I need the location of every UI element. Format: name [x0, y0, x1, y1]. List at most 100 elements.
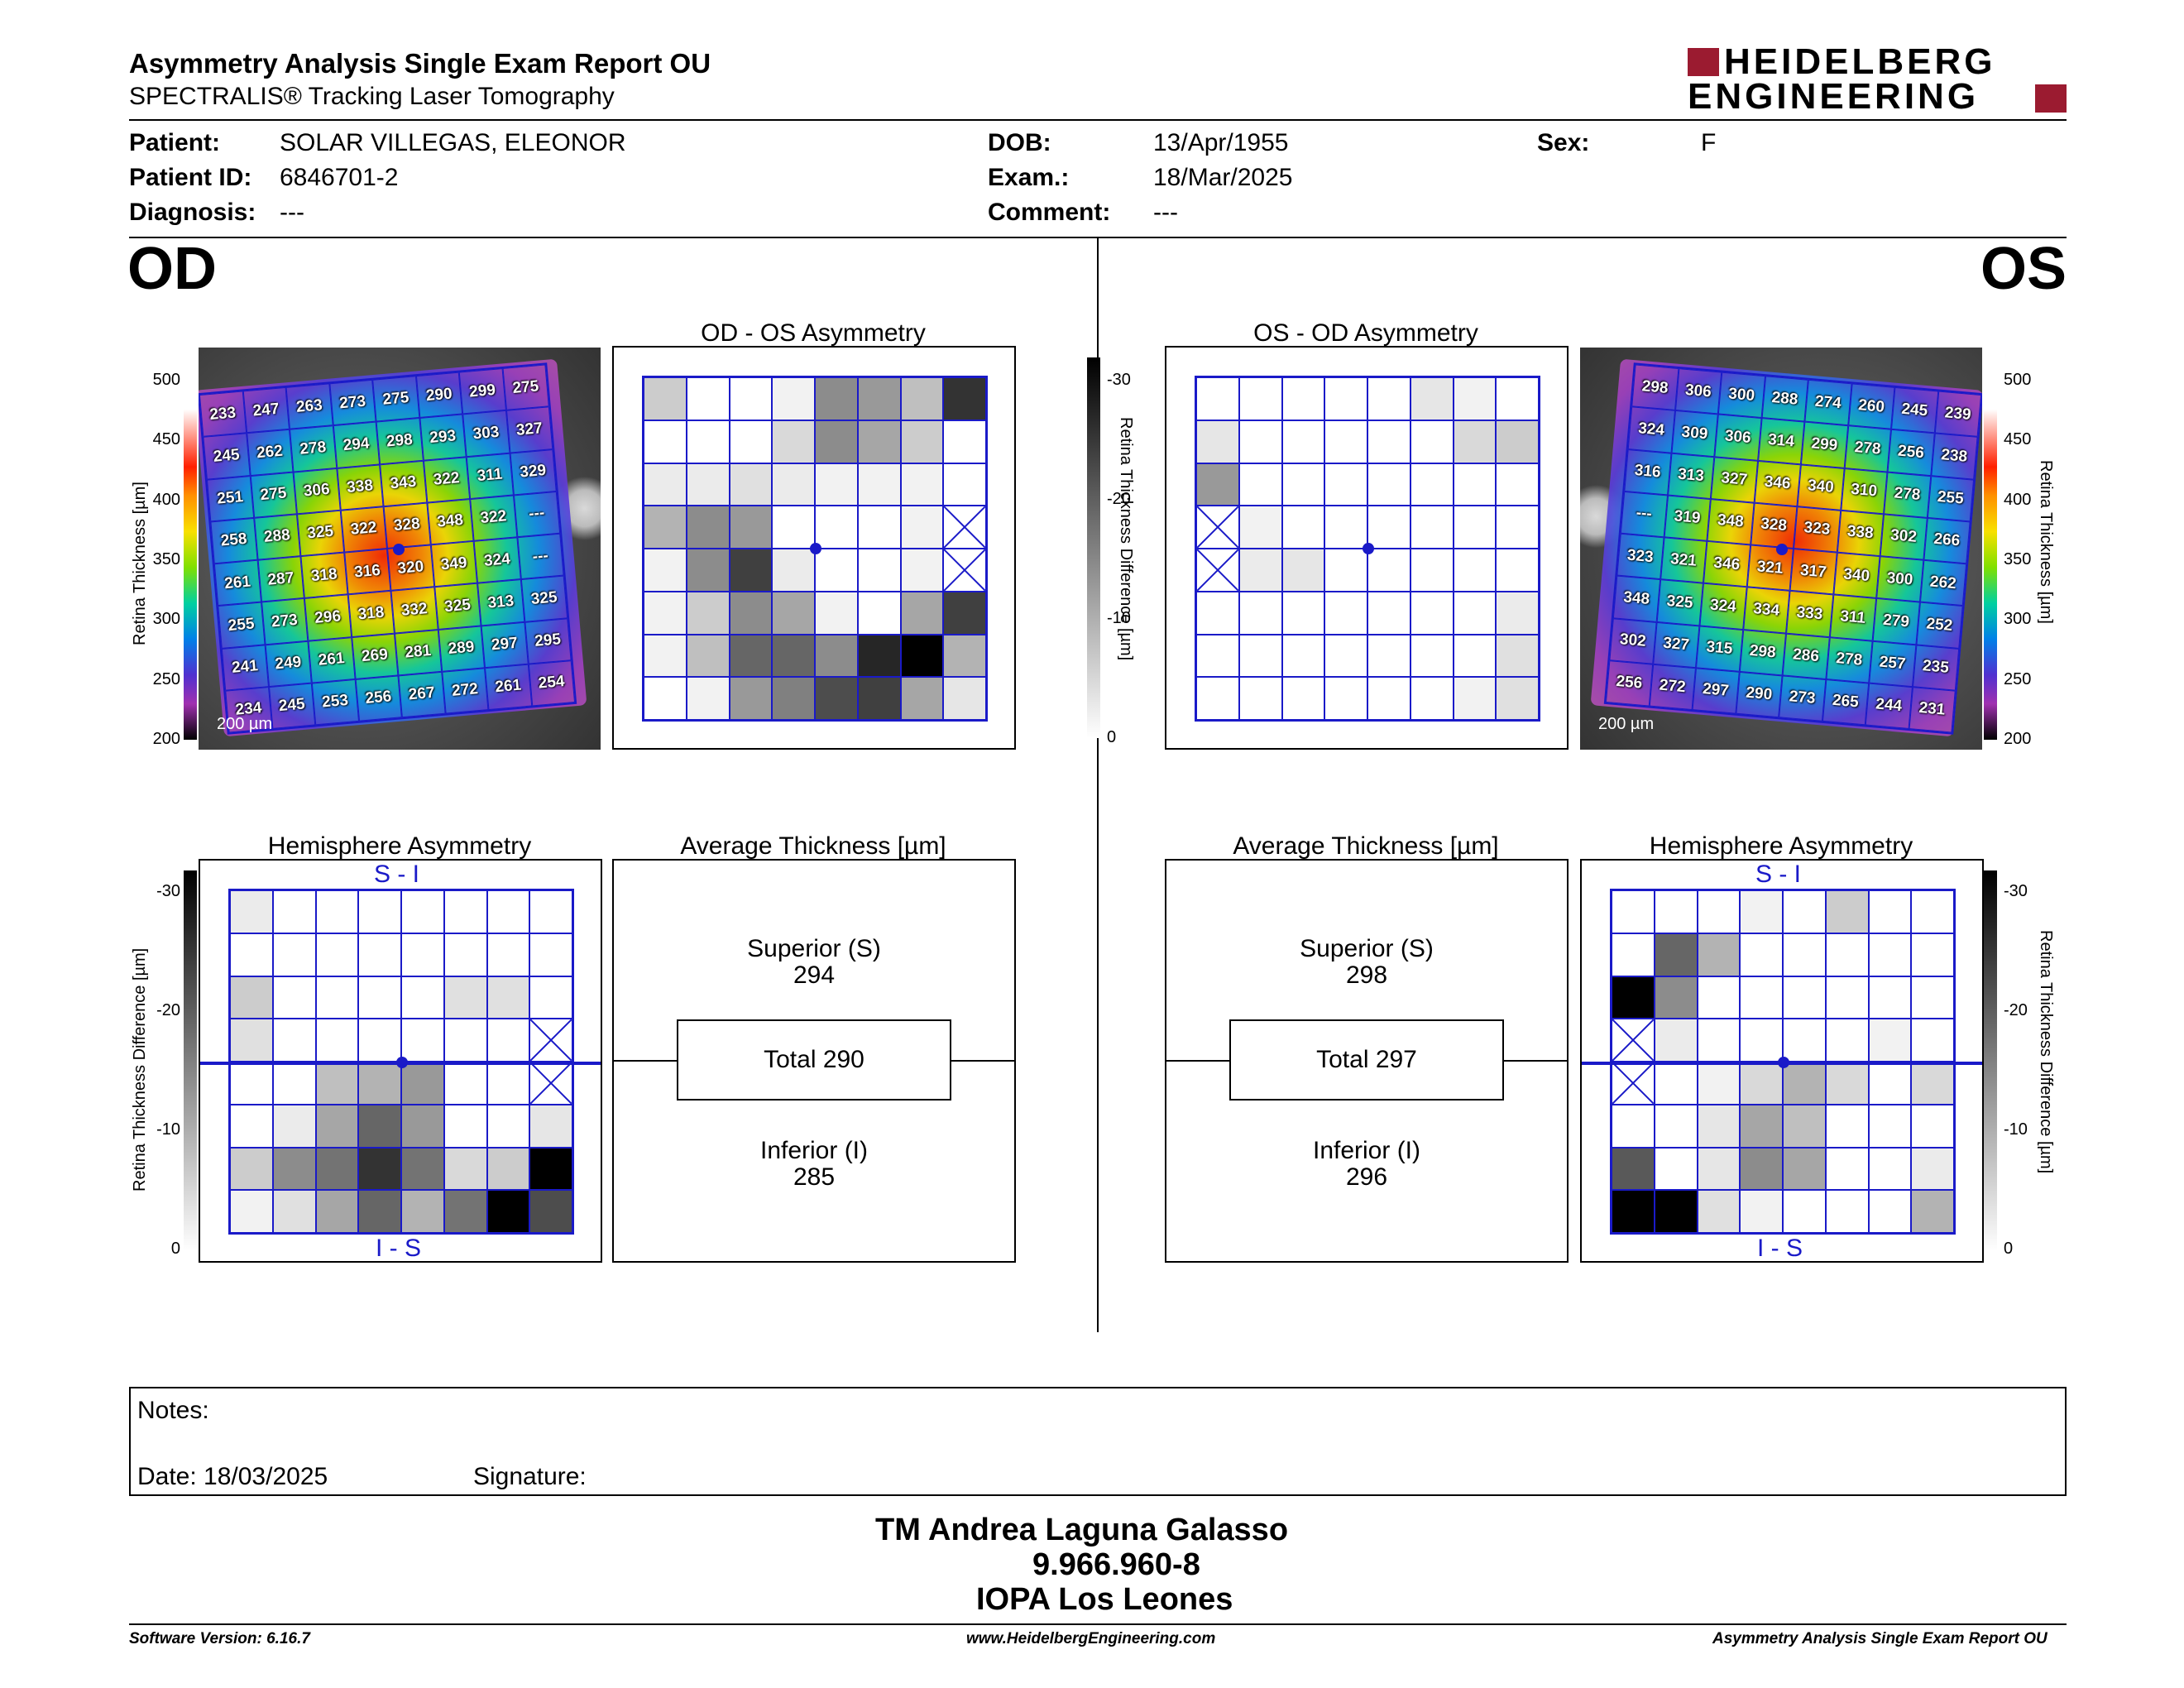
asymmetry-cell [1410, 591, 1454, 635]
thickness-cell: 262 [1919, 559, 1967, 607]
asymmetry-cell [443, 933, 487, 976]
asymmetry-cell [900, 377, 944, 420]
logo-text-line2: ENGINEERING [1688, 76, 1980, 117]
asymmetry-cell [729, 377, 773, 420]
od-thickness-grid: 233 247 263 273 275 290 299 275 245 262 278 294 298 2… [199, 362, 577, 735]
thickness-cell: 265 [1822, 679, 1870, 726]
asymmetry-cell [1697, 1062, 1741, 1105]
asymmetry-cell [1324, 506, 1367, 549]
asymmetry-cell [443, 1019, 487, 1062]
comment-label: Comment: [988, 199, 1111, 226]
asymmetry-cell [1868, 976, 1912, 1019]
thickness-cell: 261 [213, 559, 261, 607]
asymmetry-cell [1697, 1190, 1741, 1233]
asymmetry-cell [1911, 1019, 1954, 1062]
od-superior-value: 294 [793, 961, 836, 989]
asymmetry-cell [1196, 463, 1239, 506]
asymmetry-cell [1196, 420, 1239, 463]
asymmetry-cell [1783, 1019, 1826, 1062]
asymmetry-cell [1825, 890, 1869, 933]
comment: --- [1153, 199, 1178, 226]
thickness-cell: 310 [1840, 468, 1888, 515]
od-si-label: S - I [374, 861, 420, 888]
asymmetry-cell [401, 1190, 444, 1233]
thickness-cell: 272 [441, 668, 489, 714]
thickness-cell: 245 [1891, 386, 1938, 434]
tick-label: 450 [152, 430, 180, 449]
footer-url[interactable]: www.HeidelbergEngineering.com [966, 1630, 1216, 1647]
asymmetry-cell [1825, 1019, 1869, 1062]
thickness-cell: 254 [528, 659, 576, 707]
od-total: Total 290 [764, 1046, 864, 1073]
asymmetry-cell [1367, 677, 1410, 720]
asymmetry-cell [1196, 634, 1239, 678]
dob-label: DOB: [988, 129, 1051, 156]
asymmetry-cell [772, 420, 815, 463]
asymmetry-cell [1367, 506, 1410, 549]
asymmetry-cell [686, 506, 730, 549]
thickness-cell: 266 [1923, 517, 1971, 564]
thickness-cell: 300 [1717, 372, 1765, 419]
asymmetry-cell [1612, 890, 1655, 933]
asymmetry-cell [358, 1147, 401, 1191]
asymmetry-cell [772, 506, 815, 549]
thickness-cell: 313 [477, 579, 524, 626]
asymmetry-cell [1410, 506, 1454, 549]
asymmetry-cell [900, 634, 944, 678]
asymmetry-cell [857, 634, 901, 678]
thickness-cell: 238 [1930, 433, 1978, 480]
asymmetry-cell [857, 591, 901, 635]
asymmetry-cell [644, 463, 687, 506]
asymmetry-cell [1324, 377, 1367, 420]
asymmetry-cell [486, 1019, 530, 1062]
notes-date: Date: 18/03/2025 [137, 1463, 328, 1490]
excluded-cell [1196, 549, 1239, 592]
os-hemi-grid [1610, 889, 1956, 1235]
asymmetry-cell [358, 1190, 401, 1233]
os-thickness-grid: 298 306 300 288 274 260 245 239 324 309 306 314 299 2… [1603, 362, 1982, 735]
patient-id-label: Patient ID: [129, 164, 252, 191]
thickness-cell: 278 [1825, 636, 1873, 683]
thickness-cell: 324 [1627, 406, 1675, 453]
asymmetry-cell [857, 677, 901, 720]
asymmetry-cell [1783, 976, 1826, 1019]
asymmetry-cell [1740, 1062, 1783, 1105]
asymmetry-cell [272, 1147, 316, 1191]
thickness-cell: 300 [1876, 556, 1923, 602]
asymmetry-cell [644, 634, 687, 678]
od-avg-title: Average Thickness [µm] [680, 832, 946, 860]
asymmetry-cell [1410, 634, 1454, 678]
asymmetry-cell [1740, 1104, 1783, 1148]
tick-label: 300 [152, 610, 180, 629]
asymmetry-cell [230, 933, 273, 976]
asymmetry-cell [272, 976, 316, 1019]
asymmetry-cell [1654, 1147, 1698, 1191]
asymmetry-cell [315, 933, 359, 976]
asymmetry-cell [1612, 976, 1655, 1019]
asymmetry-cell [1612, 1147, 1655, 1191]
asymmetry-cell [1825, 1190, 1869, 1233]
exam-date: 18/Mar/2025 [1153, 164, 1293, 191]
notes-box[interactable]: Notes: Date: 18/03/2025 Signature: [129, 1387, 2067, 1496]
od-asym-title: OD - OS Asymmetry [701, 319, 926, 347]
thickness-cell: 298 [376, 418, 424, 464]
od-total-box: Total 290 [677, 1019, 951, 1101]
tick-label: -20 [2004, 1001, 2028, 1019]
thickness-cell: 275 [372, 376, 419, 422]
asymmetry-cell [1740, 976, 1783, 1019]
asymmetry-cell [315, 1062, 359, 1105]
asymmetry-cell [1367, 591, 1410, 635]
os-eye-label: OS [1980, 236, 2067, 302]
thickness-cell: 294 [333, 421, 381, 468]
os-inferior-label: Inferior (I) [1312, 1137, 1421, 1164]
os-asym-panel [1165, 346, 1569, 750]
asymmetry-cell [1281, 420, 1325, 463]
asymmetry-cell [900, 420, 944, 463]
asymmetry-cell [1697, 933, 1741, 976]
thickness-cell: 311 [1829, 594, 1877, 641]
asymmetry-cell [1410, 549, 1454, 592]
asymmetry-cell [729, 634, 773, 678]
thickness-cell: 322 [423, 456, 471, 503]
thickness-cell: 256 [355, 675, 402, 722]
asymmetry-cell [401, 890, 444, 933]
